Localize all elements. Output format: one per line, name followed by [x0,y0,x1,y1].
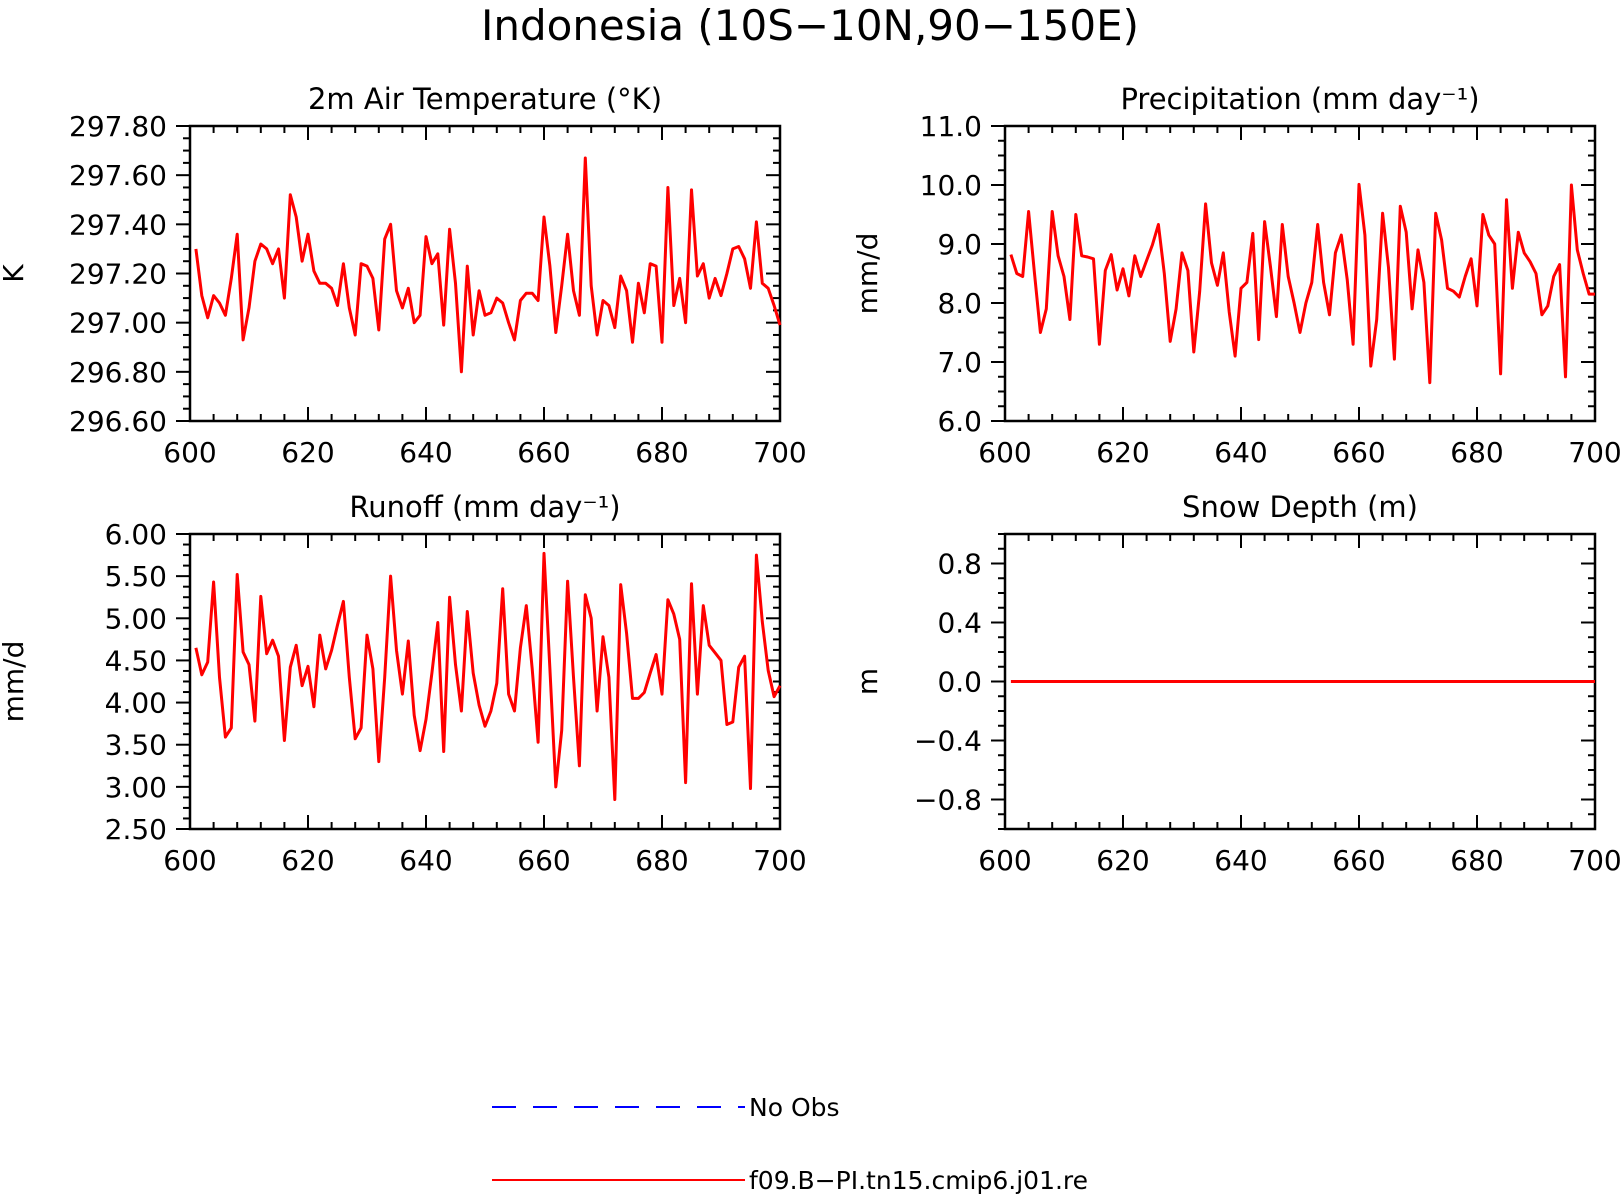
x-tick-label-snow-depth: 620 [1096,844,1149,877]
y-tick-label-snow-depth: 0.0 [937,666,982,699]
y-tick-label-runoff: 6.00 [105,518,167,551]
y-tick-label-runoff: 5.00 [105,602,167,635]
y-tick-label-runoff: 5.50 [105,560,167,593]
y-tick-label-precipitation: 7.0 [937,346,982,379]
y-tick-label-snow-depth: −0.4 [914,725,982,758]
panel-title-runoff: Runoff (mm day⁻¹) [349,490,620,524]
panel-title-precipitation: Precipitation (mm day⁻¹) [1120,82,1479,116]
x-tick-label-runoff: 640 [399,844,452,877]
y-axis-label-precipitation: mm/d [851,233,884,315]
y-tick-label-runoff: 3.50 [105,729,167,762]
panel-air-temperature: 2m Air Temperature (°K) 600 620 640 660 680 70… [0,82,807,469]
y-axis-label-runoff: mm/d [0,641,30,723]
x-tick-label-snow-depth: 700 [1568,844,1621,877]
x-tick-label-runoff: 620 [281,844,334,877]
x-tick-label-snow-depth: 640 [1214,844,1267,877]
y-tick-label-precipitation: 9.0 [937,228,982,261]
series-line-air-temperature [194,156,782,374]
legend-label-model: f09.B−PI.tn15.cmip6.j01.re [749,1166,1088,1194]
x-tick-label-precipitation: 700 [1568,436,1621,469]
x-tick-label-runoff: 600 [163,844,216,877]
x-tick-label-precipitation: 620 [1096,436,1149,469]
figure-title: Indonesia (10S−10N,90−150E) [481,1,1139,50]
x-tick-label-snow-depth: 660 [1332,844,1385,877]
x-tick-label-air-temperature: 700 [753,436,806,469]
x-tick-label-air-temperature: 640 [399,436,452,469]
legend-label-no-obs: No Obs [749,1093,840,1122]
y-tick-label-air-temperature: 297.20 [69,258,167,291]
y-tick-label-snow-depth: 0.4 [937,607,982,640]
plot-frame-runoff [188,532,782,831]
legend: No Obs f09.B−PI.tn15.cmip6.j01.re [492,1093,1088,1194]
y-axis-label-snow-depth: m [851,668,884,695]
x-tick-label-precipitation: 640 [1214,436,1267,469]
y-tick-label-precipitation: 11.0 [920,110,982,143]
y-tick-label-snow-depth: −0.8 [914,784,982,817]
y-tick-label-runoff: 4.00 [105,687,167,720]
panel-snow-depth: Snow Depth (m) 600 620 640 660 680 700 −0.8 −0.4… [851,490,1621,877]
y-tick-label-runoff: 2.50 [105,813,167,846]
panel-title-snow-depth: Snow Depth (m) [1182,490,1418,524]
y-tick-label-runoff: 3.00 [105,771,167,804]
y-tick-label-air-temperature: 296.80 [69,356,167,389]
series-line-precipitation [1009,182,1595,385]
x-tick-label-runoff: 660 [517,844,570,877]
panels: 2m Air Temperature (°K) 600 620 640 660 680 70… [0,82,1621,877]
x-tick-label-runoff: 700 [753,844,806,877]
y-tick-label-snow-depth: 0.8 [937,548,982,581]
y-tick-label-air-temperature: 297.60 [69,159,167,192]
y-tick-label-air-temperature: 297.00 [69,307,167,340]
x-tick-label-snow-depth: 680 [1450,844,1503,877]
x-tick-label-air-temperature: 620 [281,436,334,469]
panel-precipitation: Precipitation (mm day⁻¹) 600 620 640 660 680 7… [851,82,1621,469]
y-axis-label-air-temperature: K [0,264,30,283]
x-tick-label-snow-depth: 600 [978,844,1031,877]
plot-frame-air-temperature [188,124,782,423]
y-tick-label-runoff: 4.50 [105,644,167,677]
y-tick-label-precipitation: 8.0 [937,287,982,320]
x-tick-label-precipitation: 600 [978,436,1031,469]
panel-runoff: Runoff (mm day⁻¹) 600 620 640 660 680 700 2.50 3… [0,490,807,877]
x-tick-label-runoff: 680 [635,844,688,877]
panel-title-air-temperature: 2m Air Temperature (°K) [308,82,662,116]
series-line-runoff [194,551,782,801]
y-tick-label-precipitation: 6.0 [937,405,982,438]
x-tick-label-air-temperature: 600 [163,436,216,469]
y-tick-label-air-temperature: 296.60 [69,405,167,438]
y-tick-label-air-temperature: 297.80 [69,110,167,143]
y-tick-label-air-temperature: 297.40 [69,208,167,241]
x-tick-label-precipitation: 680 [1450,436,1503,469]
y-tick-label-precipitation: 10.0 [920,169,982,202]
x-tick-label-air-temperature: 680 [635,436,688,469]
x-tick-label-air-temperature: 660 [517,436,570,469]
x-tick-label-precipitation: 660 [1332,436,1385,469]
